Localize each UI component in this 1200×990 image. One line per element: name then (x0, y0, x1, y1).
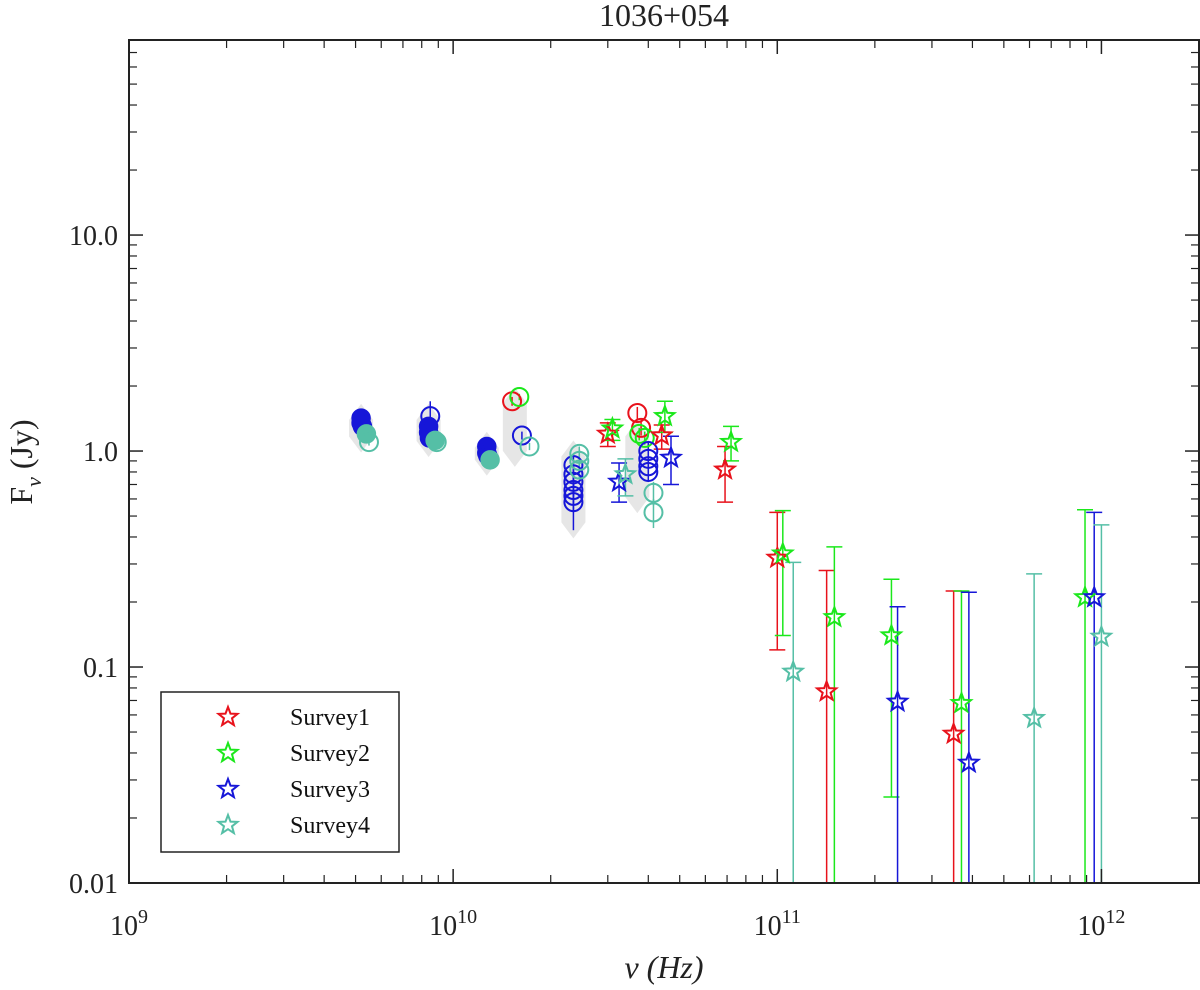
circle-point-survey3 (563, 471, 584, 492)
circle-point-survey3 (638, 441, 659, 462)
star-point-survey4 (613, 461, 638, 485)
y-axis-label-sub: ν (21, 477, 46, 487)
circle-point-survey1 (627, 403, 648, 424)
axis-ticks (128, 39, 1200, 884)
star-point-survey4 (1089, 623, 1114, 648)
star-point-survey1 (814, 678, 839, 702)
y-tick-label: 1.0 (83, 437, 118, 468)
legend-label-survey4: Survey4 (290, 813, 370, 839)
x-tick-label: 1012 (1077, 906, 1125, 942)
legend-marker-survey2 (215, 740, 241, 764)
filled-point-survey4 (480, 450, 500, 470)
circle-point-survey3 (563, 464, 584, 485)
x-tick-label: 1011 (754, 906, 801, 942)
star-point-survey2 (770, 540, 796, 565)
star-point-survey3 (956, 749, 982, 774)
star-point-survey2 (949, 690, 974, 714)
circle-point-survey2 (629, 423, 650, 444)
star-point-survey4 (1021, 705, 1047, 729)
star-point-survey3 (885, 688, 910, 713)
legend-box (160, 691, 400, 853)
circle-point-survey4 (426, 432, 447, 453)
variability-bands (349, 387, 650, 539)
star-point-survey2 (879, 622, 904, 646)
star-point-survey2 (718, 429, 744, 453)
circle-point-survey4 (643, 482, 664, 503)
star-point-survey4 (780, 658, 806, 683)
circle-point-survey4 (519, 436, 540, 457)
tick-labels: 109 1010 1011 1012 0.01 0.1 1.0 10.0 (69, 221, 1125, 942)
circle-point-survey2 (634, 427, 655, 448)
star-point-survey1 (941, 721, 966, 745)
circle-point-survey3 (638, 448, 659, 469)
legend-label-survey3: Survey3 (290, 777, 370, 803)
error-bars (368, 393, 1110, 883)
circle-point-survey3 (563, 492, 584, 513)
star-point-survey3 (1081, 584, 1107, 608)
star-point-survey2 (652, 403, 678, 427)
y-tick-label: 0.1 (83, 653, 118, 684)
legend: Survey1 Survey2 Survey3 Survey4 (160, 691, 400, 853)
circle-point-survey3 (420, 406, 441, 427)
x-tick-label: 109 (110, 906, 148, 942)
star-point-survey1 (595, 421, 621, 445)
svg-text:Fν (Jy): Fν (Jy) (3, 419, 46, 504)
legend-label-survey1: Survey1 (290, 705, 370, 731)
circle-point-survey3 (511, 425, 532, 446)
circle-point-survey2 (509, 386, 530, 407)
x-axis-label: ν (Hz) (624, 949, 703, 985)
circle-point-survey4 (569, 459, 590, 480)
x-tick-label: 1010 (429, 906, 477, 942)
circle-point-survey4 (569, 443, 590, 464)
star-point-survey3 (658, 444, 684, 469)
y-axis-label-unit: (Jy) (3, 419, 39, 469)
legend-marker-survey1 (215, 704, 241, 728)
y-axis-label-main: F (3, 487, 39, 505)
data-points (351, 386, 1114, 774)
star-point-survey2 (600, 415, 625, 440)
star-point-survey1 (712, 456, 738, 481)
star-point-survey1 (649, 422, 674, 446)
chart-title: 1036+054 (599, 0, 729, 33)
star-point-survey2 (822, 604, 847, 628)
y-tick-label: 0.01 (69, 869, 118, 900)
legend-label-survey2: Survey2 (290, 741, 370, 767)
y-axis-label: Fν (Jy) (3, 419, 46, 504)
y-tick-label: 10.0 (69, 221, 118, 252)
circle-point-survey3 (563, 455, 584, 476)
legend-marker-survey4 (215, 812, 241, 836)
circle-point-survey3 (563, 480, 584, 501)
circle-point-survey4 (643, 502, 664, 523)
circle-point-survey3 (563, 485, 584, 506)
circle-point-survey3 (638, 461, 659, 482)
circle-point-survey4 (569, 450, 590, 471)
circle-point-survey4 (358, 432, 379, 453)
legend-marker-survey3 (215, 776, 241, 800)
circle-point-survey3 (638, 456, 659, 477)
